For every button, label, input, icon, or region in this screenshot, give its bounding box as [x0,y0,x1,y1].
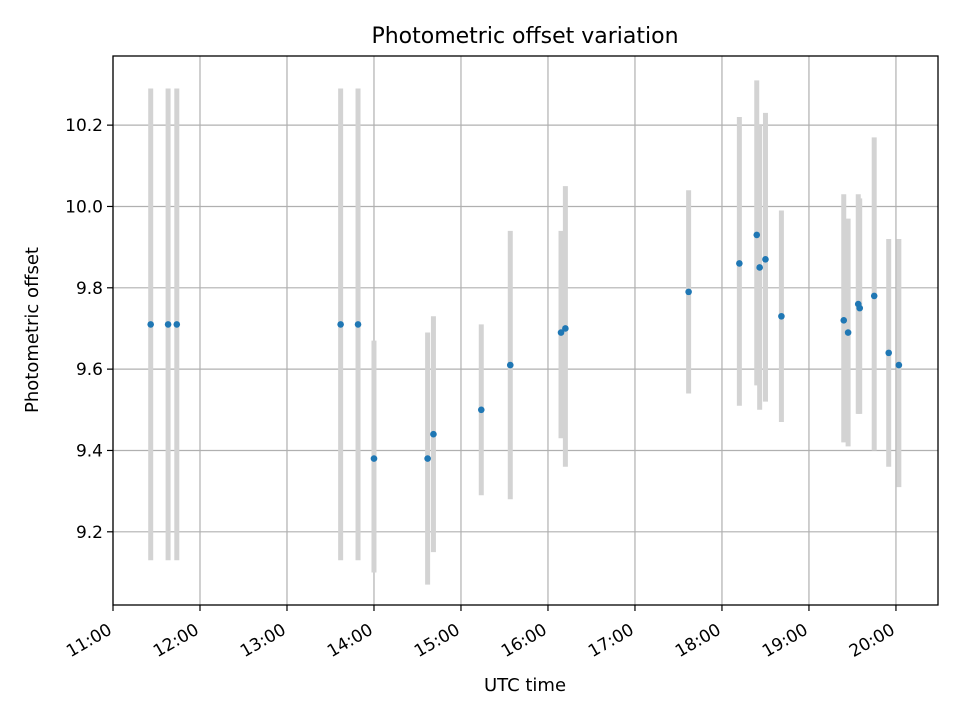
data-point [870,292,878,300]
chart-title: Photometric offset variation [371,24,678,49]
data-point [895,361,903,369]
y-tick-label: 9.8 [76,279,103,299]
data-point [337,321,344,328]
data-point [506,361,514,369]
data-point [164,321,172,328]
data-point [477,406,485,414]
data-point [370,455,378,462]
data-point [885,349,893,357]
data-point [147,321,154,328]
y-tick-label: 9.4 [76,441,103,461]
data-point [424,455,431,462]
data-point [562,325,569,332]
grid-lines [112,56,938,605]
data-points [147,231,903,462]
x-axis-label: UTC time [484,675,566,696]
data-point [844,329,852,336]
data-point [685,288,692,296]
data-point [856,304,864,312]
data-point [736,260,743,267]
y-tick-label: 9.6 [76,360,103,380]
data-point [778,312,785,320]
plot-frame [112,55,939,606]
y-axis-ticks: 9.2 9.4 9.6 9.8 10.0 10.2 [65,116,113,543]
data-point [173,321,181,328]
data-point [753,231,761,239]
data-point [430,430,437,438]
y-tick-label: 10.2 [65,116,103,136]
data-point [557,329,565,336]
y-axis-label: Photometric offset [22,247,43,413]
data-point [756,264,763,271]
data-point [762,256,769,263]
y-tick-label: 10.0 [65,197,103,217]
data-point [354,321,362,328]
y-tick-label: 9.2 [76,523,103,543]
data-point [840,317,848,324]
